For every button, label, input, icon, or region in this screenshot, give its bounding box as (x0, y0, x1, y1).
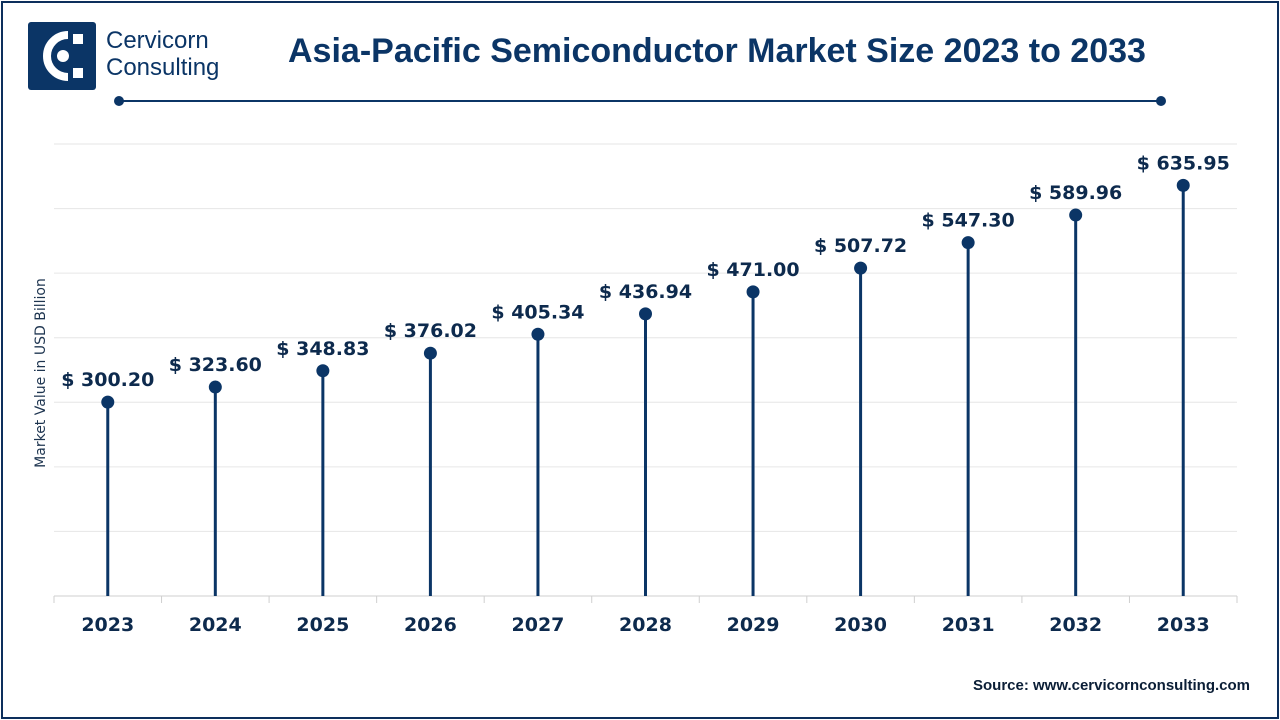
lollipop-point (1176, 178, 1190, 192)
x-tick-label: 2030 (834, 614, 887, 636)
x-tick-label: 2027 (512, 614, 565, 636)
lollipop-point (961, 236, 975, 250)
data-label: $ 547.30 (922, 210, 1015, 232)
data-label: $ 635.95 (1137, 152, 1230, 174)
title-divider (119, 100, 1161, 102)
x-tick-label: 2033 (1157, 614, 1210, 636)
cervicorn-logo-icon (28, 22, 96, 90)
x-tick-label: 2028 (619, 614, 672, 636)
brand-name: Cervicorn Consulting (106, 27, 219, 81)
lollipop-point (746, 285, 760, 299)
lollipop-point (316, 364, 330, 378)
data-label: $ 405.34 (491, 301, 584, 323)
data-label: $ 376.02 (384, 320, 477, 342)
x-tick-label: 2023 (81, 614, 134, 636)
data-label: $ 507.72 (814, 235, 907, 257)
chart-title: Asia-Pacific Semiconductor Market Size 2… (288, 32, 1146, 70)
data-label: $ 471.00 (706, 259, 799, 281)
source-note: Source: www.cervicornconsulting.com (972, 677, 1250, 694)
x-tick-label: 2032 (1049, 614, 1102, 636)
x-tick-label: 2031 (942, 614, 995, 636)
divider-dot-right (1156, 96, 1166, 106)
lollipop-point (208, 380, 222, 394)
lollipop-point (854, 261, 868, 275)
x-tick-label: 2026 (404, 614, 457, 636)
data-label: $ 589.96 (1029, 182, 1122, 204)
data-label: $ 300.20 (61, 369, 154, 391)
data-label: $ 323.60 (169, 354, 262, 376)
divider-dot-left (114, 96, 124, 106)
x-tick-label: 2024 (189, 614, 242, 636)
lollipop-point (531, 327, 545, 341)
lollipop-point (101, 395, 115, 409)
brand-name-line1: Cervicorn (106, 27, 209, 54)
brand-name-line2: Consulting (106, 54, 220, 81)
lollipop-point (423, 346, 437, 360)
lollipop-point (639, 307, 652, 321)
data-label: $ 348.83 (276, 338, 369, 360)
lollipop-point (1069, 208, 1083, 222)
x-tick-label: 2025 (296, 614, 349, 636)
data-label: $ 436.94 (599, 281, 692, 303)
x-tick-label: 2029 (727, 614, 780, 636)
